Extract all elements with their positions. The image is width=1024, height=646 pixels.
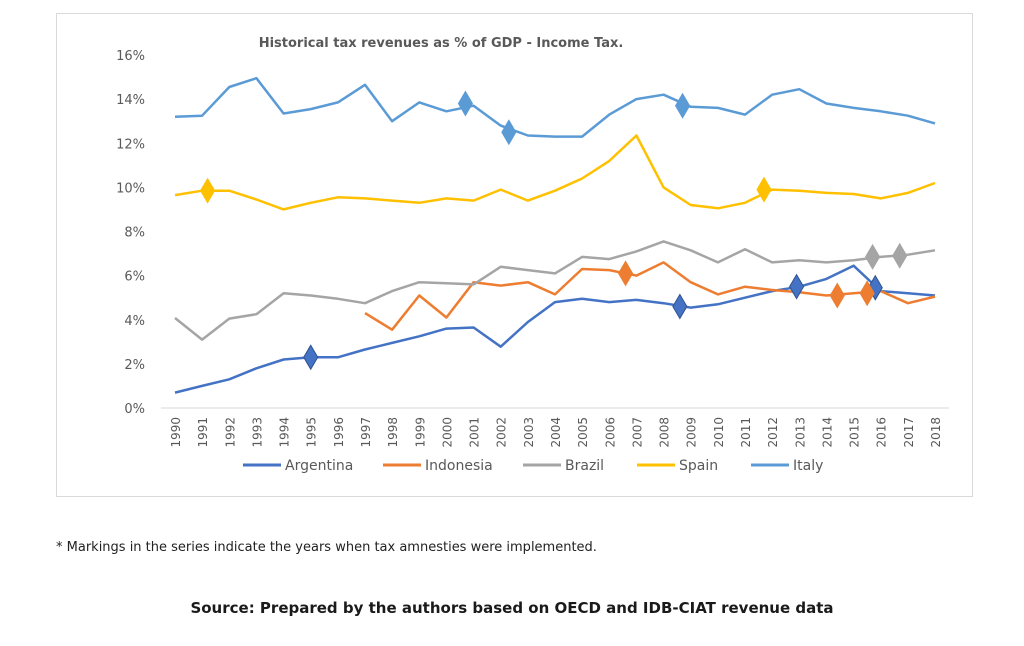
x-axis: 1990 1991 1992 1993 1994 1995 1996 1997 1998 1999… <box>161 407 949 448</box>
x-tick-label: 1993 <box>250 417 264 448</box>
y-tick-label: 6% <box>124 270 145 285</box>
x-tick-label: 1992 <box>223 417 237 448</box>
x-tick-label: 2012 <box>766 417 780 448</box>
series-markers <box>199 90 908 371</box>
footnote: * Markings in the series indicate the ye… <box>56 540 597 555</box>
amnesty-marker-spain <box>756 176 772 203</box>
series-line-indonesia <box>364 261 936 331</box>
x-tick-label: 2004 <box>549 417 563 448</box>
x-tick-label: 2014 <box>820 417 834 448</box>
amnesty-marker-argentina <box>303 344 319 371</box>
x-tick-label: 2000 <box>440 417 454 448</box>
x-tick-label: 2003 <box>522 417 536 448</box>
series-line-argentina <box>174 264 936 394</box>
x-tick-label: 1996 <box>332 417 346 448</box>
chart-title: Historical tax revenues as % of GDP - In… <box>259 36 624 51</box>
x-tick-label: 2015 <box>848 417 862 448</box>
y-axis: 0% 2% 4% 6% 8% 10% 12% 14% 16% <box>116 49 145 417</box>
x-tick-label: 2002 <box>495 417 509 448</box>
x-tick-label: 1991 <box>196 417 210 448</box>
amnesty-marker-italy <box>501 119 517 146</box>
amnesty-marker-argentina <box>788 273 805 300</box>
amnesty-marker-italy <box>457 90 474 117</box>
amnesty-marker-indonesia <box>829 282 845 309</box>
x-tick-label: 2001 <box>468 417 482 448</box>
x-tick-label: 2005 <box>576 417 590 448</box>
amnesty-marker-indonesia <box>859 280 875 307</box>
x-tick-label: 1997 <box>359 417 373 448</box>
x-tick-label: 2017 <box>902 417 916 448</box>
x-tick-label: 1999 <box>413 417 427 448</box>
y-tick-label: 8% <box>124 226 145 241</box>
chart-frame: Historical tax revenues as % of GDP - In… <box>56 13 973 497</box>
amnesty-marker-indonesia <box>617 260 634 287</box>
series-lines <box>174 76 936 394</box>
x-tick-label: 2009 <box>685 417 699 448</box>
x-tick-label: 2013 <box>793 417 807 448</box>
legend-label-argentina: Argentina <box>285 458 353 474</box>
x-tick-label: 2010 <box>712 417 726 448</box>
x-tick-label: 2018 <box>929 417 943 448</box>
legend-label-italy: Italy <box>793 458 823 474</box>
legend-label-brazil: Brazil <box>565 458 604 474</box>
y-tick-label: 12% <box>116 137 145 152</box>
y-tick-label: 14% <box>116 93 145 108</box>
x-tick-label: 2006 <box>603 417 617 448</box>
y-tick-label: 10% <box>116 181 145 196</box>
amnesty-marker-brazil <box>864 243 881 270</box>
amnesty-marker-argentina <box>672 293 688 320</box>
amnesty-marker-brazil <box>892 242 908 269</box>
legend-label-spain: Spain <box>679 458 718 474</box>
x-tick-label: 2016 <box>875 417 889 448</box>
x-tick-label: 2008 <box>658 417 672 448</box>
y-tick-label: 16% <box>116 49 145 64</box>
line-chart: Historical tax revenues as % of GDP - In… <box>116 36 949 474</box>
amnesty-marker-italy <box>674 92 691 119</box>
x-tick-label: 2007 <box>630 417 644 448</box>
x-tick-label: 1990 <box>169 417 183 448</box>
x-tick-label: 1995 <box>305 417 319 448</box>
amnesty-marker-spain <box>199 177 216 204</box>
x-tick-label: 2011 <box>739 417 753 448</box>
source-note: Source: Prepared by the authors based on… <box>190 599 834 617</box>
y-tick-label: 4% <box>124 314 145 329</box>
y-tick-label: 0% <box>124 402 145 417</box>
series-line-spain <box>174 134 936 211</box>
series-line-italy <box>174 76 936 138</box>
y-tick-label: 2% <box>124 358 145 373</box>
x-tick-label: 1994 <box>278 417 292 448</box>
legend: Argentina Indonesia Brazil Spain Italy <box>243 458 823 474</box>
series-line-brazil <box>174 240 936 341</box>
legend-label-indonesia: Indonesia <box>425 458 493 474</box>
x-tick-label: 1998 <box>386 417 400 448</box>
